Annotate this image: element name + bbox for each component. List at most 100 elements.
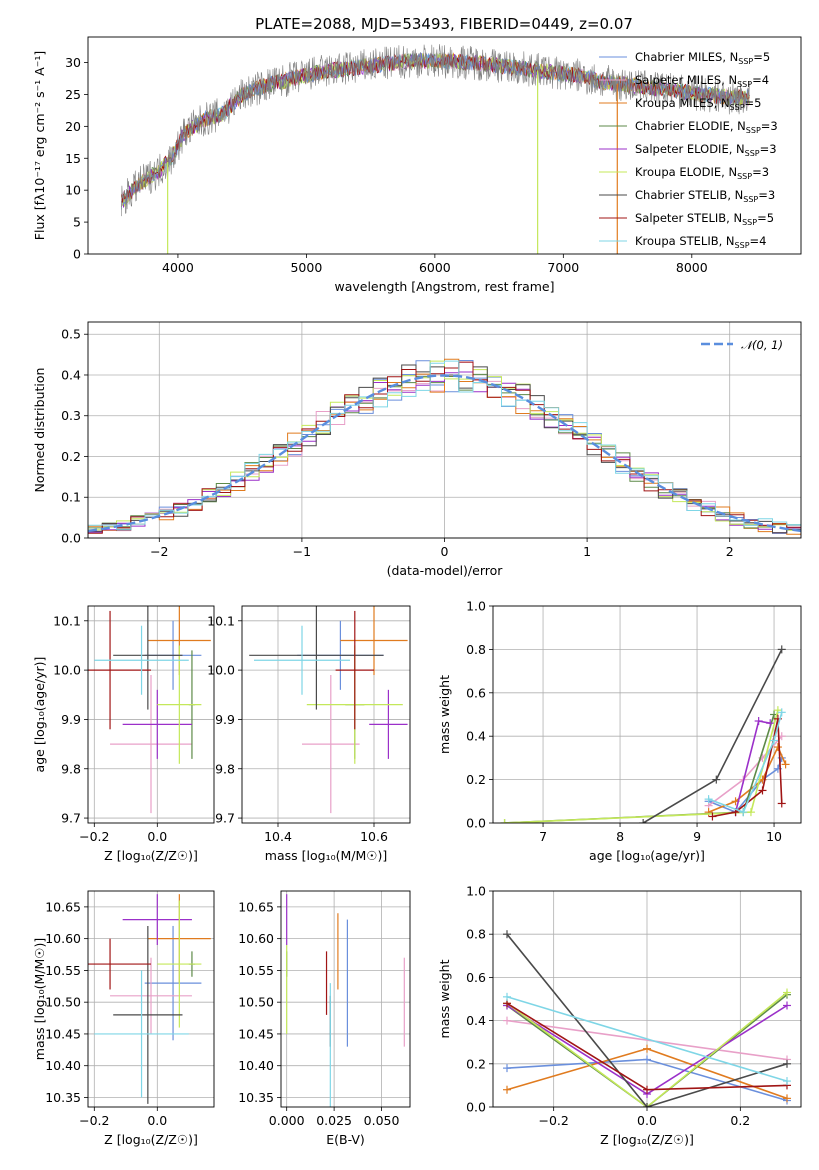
legend-label: Chabrier ELODIE, NSSP=3	[635, 119, 778, 135]
x-tick-label: 0.2	[730, 1113, 750, 1128]
legend-label-text: Chabrier ELODIE, N	[635, 119, 746, 133]
legend-label-text: Salpeter STELIB, N	[635, 211, 742, 225]
legend-label: Kroupa STELIB, NSSP=4	[635, 234, 766, 250]
legend-label: Chabrier MILES, NSSP=5	[635, 50, 770, 66]
legend-label-sub: SSP	[745, 149, 760, 158]
axes-frame	[87, 36, 802, 255]
axes-frame	[280, 890, 411, 1108]
legend-label-text: Kroupa MILES, N	[635, 96, 730, 110]
y-tick-label: 30	[65, 55, 81, 70]
x-tick-label: 0.0	[147, 829, 167, 844]
legend-label-n: =4	[750, 234, 767, 248]
y-tick-label: 1.0	[466, 599, 486, 614]
x-axis-label: (data-model)/error	[387, 563, 504, 578]
x-axis-label: wavelength [Angstrom, rest frame]	[334, 279, 554, 294]
mass-weight-line	[506, 1019, 788, 1061]
mass-weight-line	[506, 996, 788, 1082]
x-tick-label: 7	[539, 829, 547, 844]
legend-label-n: =3	[752, 165, 769, 179]
legend-label: 𝒩(0, 1)	[741, 338, 783, 352]
y-tick-label: 0.4	[466, 729, 486, 744]
legend-label: Salpeter STELIB, NSSP=5	[635, 211, 774, 227]
legend-label-n: =5	[745, 96, 762, 110]
legend-label-text: Chabrier MILES, N	[635, 50, 738, 64]
legend-label-sub: SSP	[743, 195, 758, 204]
x-tick-label: 8	[616, 829, 624, 844]
x-tick-label: 10	[766, 829, 782, 844]
y-tick-label: 10	[65, 183, 81, 198]
y-tick-label: 9.9	[61, 712, 81, 727]
chart-panel-mass-vs-Z: −0.2 0.0 10.35 10.40 10.45 10.50 10.55 10.60 10.…	[32, 890, 215, 1147]
axes-frame	[241, 605, 411, 824]
axes-frame	[87, 890, 215, 1108]
x-tick-label: 0.050	[364, 1113, 400, 1128]
y-tick-label: 0.8	[466, 642, 486, 657]
spectrum-data-line	[121, 44, 750, 217]
x-tick-label: −0.2	[538, 1113, 568, 1128]
y-tick-label: 0.8	[466, 927, 486, 942]
x-tick-label: 0.0	[147, 1113, 167, 1128]
x-tick-label: 0	[441, 544, 449, 559]
chart-panel-age-vs-Z: −0.2 0.0 9.7 9.8 9.9 10.0 10.1 Z [log₁₀(Z/Z☉)] a…	[32, 605, 215, 863]
x-tick-label: 9	[693, 829, 701, 844]
y-tick-label: 10.35	[45, 1090, 81, 1105]
y-tick-label: 10.1	[53, 613, 81, 628]
x-tick-label: 2	[726, 544, 734, 559]
legend-label: Salpeter ELODIE, NSSP=3	[635, 142, 777, 158]
y-tick-label: 0.6	[466, 970, 486, 985]
y-tick-label: 0.4	[61, 367, 81, 382]
y-tick-label: 10.40	[45, 1058, 81, 1073]
y-tick-label: 10.55	[45, 963, 81, 978]
x-axis-label: Z [log₁₀(Z/Z☉)]	[104, 1132, 198, 1147]
legend-label-text: Salpeter MILES, N	[635, 73, 737, 87]
normal-curve	[88, 374, 801, 533]
legend-label-sub: SSP	[738, 57, 753, 66]
legend-label-n: =3	[760, 142, 777, 156]
chart-panel-age-vs-mass: 10.4 10.6 9.7 9.8 9.9 10.0 10.1 mass [log₁₀(M/M…	[207, 605, 411, 863]
legend-label-text: Kroupa STELIB, N	[635, 234, 735, 248]
y-tick-label: 10.45	[238, 1026, 274, 1041]
y-tick-label: 9.8	[61, 761, 81, 776]
y-tick-label: 0.0	[466, 816, 486, 831]
chart-title: PLATE=2088, MJD=53493, FIBERID=0449, z=0…	[255, 15, 633, 33]
x-axis-label: E(B-V)	[326, 1132, 365, 1147]
y-tick-label: 10.0	[53, 663, 81, 678]
legend-label-sub: SSP	[742, 218, 757, 227]
axes-frame	[492, 890, 802, 1108]
axes-frame	[87, 321, 802, 539]
y-tick-label: 0.2	[61, 449, 81, 464]
plot-area	[503, 930, 791, 1107]
plot-area	[121, 44, 750, 254]
y-tick-label: 0.5	[61, 327, 81, 342]
x-tick-label: 0.0	[637, 1113, 657, 1128]
legend-label-sub: SSP	[730, 103, 745, 112]
x-tick-label: 10.4	[264, 829, 292, 844]
chart-panel-mass-vs-EBV: 0.000 0.025 0.050 10.35 10.40 10.45 10.50 10.55…	[238, 890, 411, 1147]
plot-area	[88, 358, 801, 538]
y-tick-label: 10.60	[45, 931, 81, 946]
y-tick-label: 9.7	[215, 811, 235, 826]
plot-area	[286, 894, 405, 1107]
legend-label-text: Chabrier STELIB, N	[635, 188, 743, 202]
mass-weight-line	[506, 991, 788, 1107]
y-axis-label: age [log₁₀(age/yr)]	[32, 657, 47, 773]
y-axis-label: mass weight	[437, 675, 452, 754]
y-tick-label: 5	[73, 215, 81, 230]
y-tick-label: 10.65	[45, 899, 81, 914]
y-tick-label: 15	[65, 151, 81, 166]
x-tick-label: 5000	[290, 260, 322, 275]
y-axis-label: mass [log₁₀(M/M☉)]	[32, 938, 47, 1060]
y-tick-label: 10.35	[238, 1090, 274, 1105]
mass-weight-line	[506, 994, 788, 1107]
y-tick-label: 10.45	[45, 1026, 81, 1041]
plot-area	[88, 894, 211, 1104]
y-tick-label: 9.7	[61, 811, 81, 826]
x-tick-label: 10.6	[360, 829, 388, 844]
y-tick-label: 9.9	[215, 712, 235, 727]
x-tick-label: 0.000	[269, 1113, 305, 1128]
chart-panel-mass-weight-vs-age: 7 8 9 10 0.0 0.2 0.4 0.6 0.8 1.0 age [log₁₀(age/yr…	[437, 599, 802, 863]
residual-legend: 𝒩(0, 1)	[701, 338, 783, 352]
y-tick-label: 0.0	[466, 1100, 486, 1115]
legend-label-n: =3	[761, 119, 778, 133]
